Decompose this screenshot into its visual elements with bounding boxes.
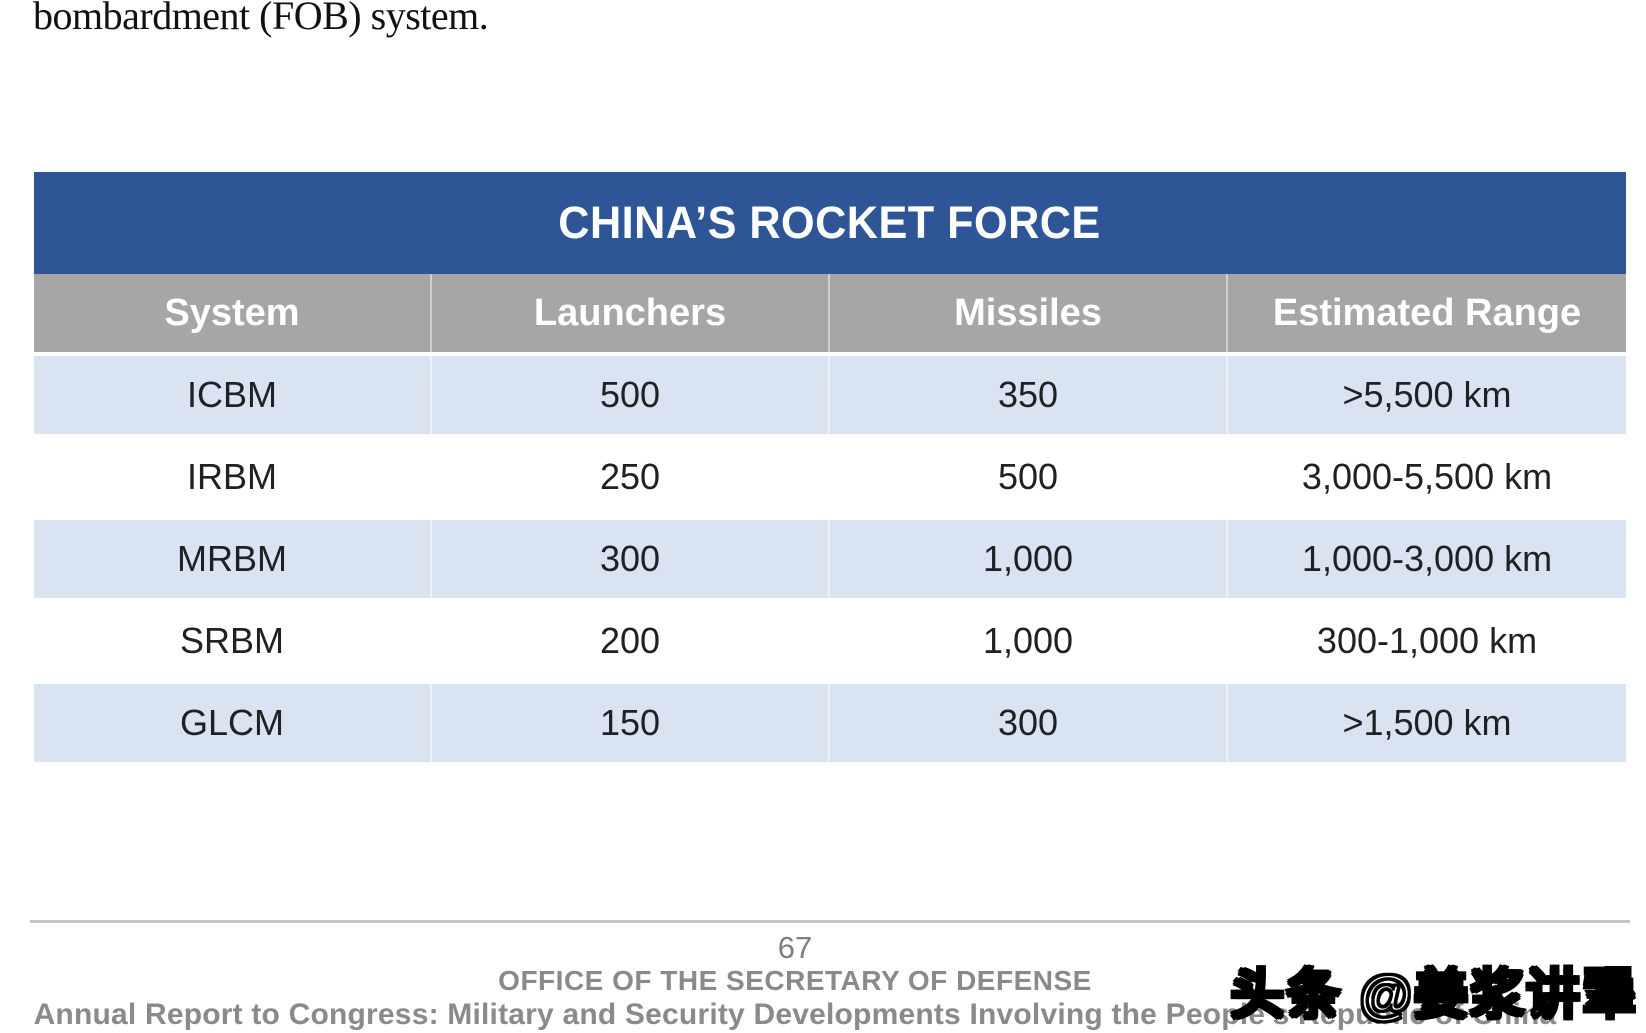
cell-system: ICBM — [34, 356, 432, 434]
table-row: MRBM 300 1,000 1,000-3,000 km — [34, 516, 1626, 598]
page-footer: 67 OFFICE OF THE SECRETARY OF DEFENSE An… — [0, 931, 1590, 1031]
cell-launchers: 200 — [432, 602, 830, 680]
table-title-bar: CHINA’S ROCKET FORCE — [34, 172, 1626, 274]
table-row: ICBM 500 350 >5,500 km — [34, 352, 1626, 434]
cell-system: SRBM — [34, 602, 432, 680]
cell-system: GLCM — [34, 684, 432, 762]
rocket-force-table: CHINA’S ROCKET FORCE System Launchers Mi… — [34, 172, 1626, 762]
table-title: CHINA’S ROCKET FORCE — [558, 197, 1102, 248]
footer-report-line: Annual Report to Congress: Military and … — [33, 998, 1557, 1031]
cell-range: >1,500 km — [1342, 702, 1512, 743]
column-header-launchers: Launchers — [432, 274, 830, 352]
table-row: IRBM 250 500 3,000-5,500 km — [34, 434, 1626, 516]
cell-missiles: 1,000 — [830, 520, 1228, 598]
cell-missiles: 1,000 — [830, 602, 1228, 680]
cell-system: MRBM — [34, 520, 432, 598]
footer-office-line: OFFICE OF THE SECRETARY OF DEFENSE — [498, 965, 1092, 996]
cell-missiles: 300 — [830, 684, 1228, 762]
column-header-system: System — [34, 274, 432, 352]
footer-divider — [30, 920, 1630, 923]
cell-range: >5,500 km — [1342, 374, 1512, 415]
cell-system: IRBM — [34, 438, 432, 516]
body-text-fragment: bombardment (FOB) system. — [33, 0, 489, 38]
cell-launchers: 300 — [432, 520, 830, 598]
column-header-missiles: Missiles — [830, 274, 1228, 352]
cell-missiles: 500 — [830, 438, 1228, 516]
cell-range: 1,000-3,000 km — [1301, 538, 1553, 579]
cell-launchers: 250 — [432, 438, 830, 516]
table-row: GLCM 150 300 >1,500 km — [34, 680, 1626, 762]
page-number: 67 — [777, 930, 813, 965]
table-header-row: System Launchers Missiles Estimated Rang… — [34, 274, 1626, 352]
cell-launchers: 150 — [432, 684, 830, 762]
table-row: SRBM 200 1,000 300-1,000 km — [34, 598, 1626, 680]
cell-missiles: 350 — [830, 356, 1228, 434]
cell-launchers: 500 — [432, 356, 830, 434]
toutiao-watermark: 头条 @姜浆讲犟 — [1229, 964, 1638, 1027]
cell-range: 300-1,000 km — [1316, 620, 1538, 661]
cell-range: 3,000-5,500 km — [1301, 456, 1553, 497]
column-header-range: Estimated Range — [1272, 291, 1582, 334]
